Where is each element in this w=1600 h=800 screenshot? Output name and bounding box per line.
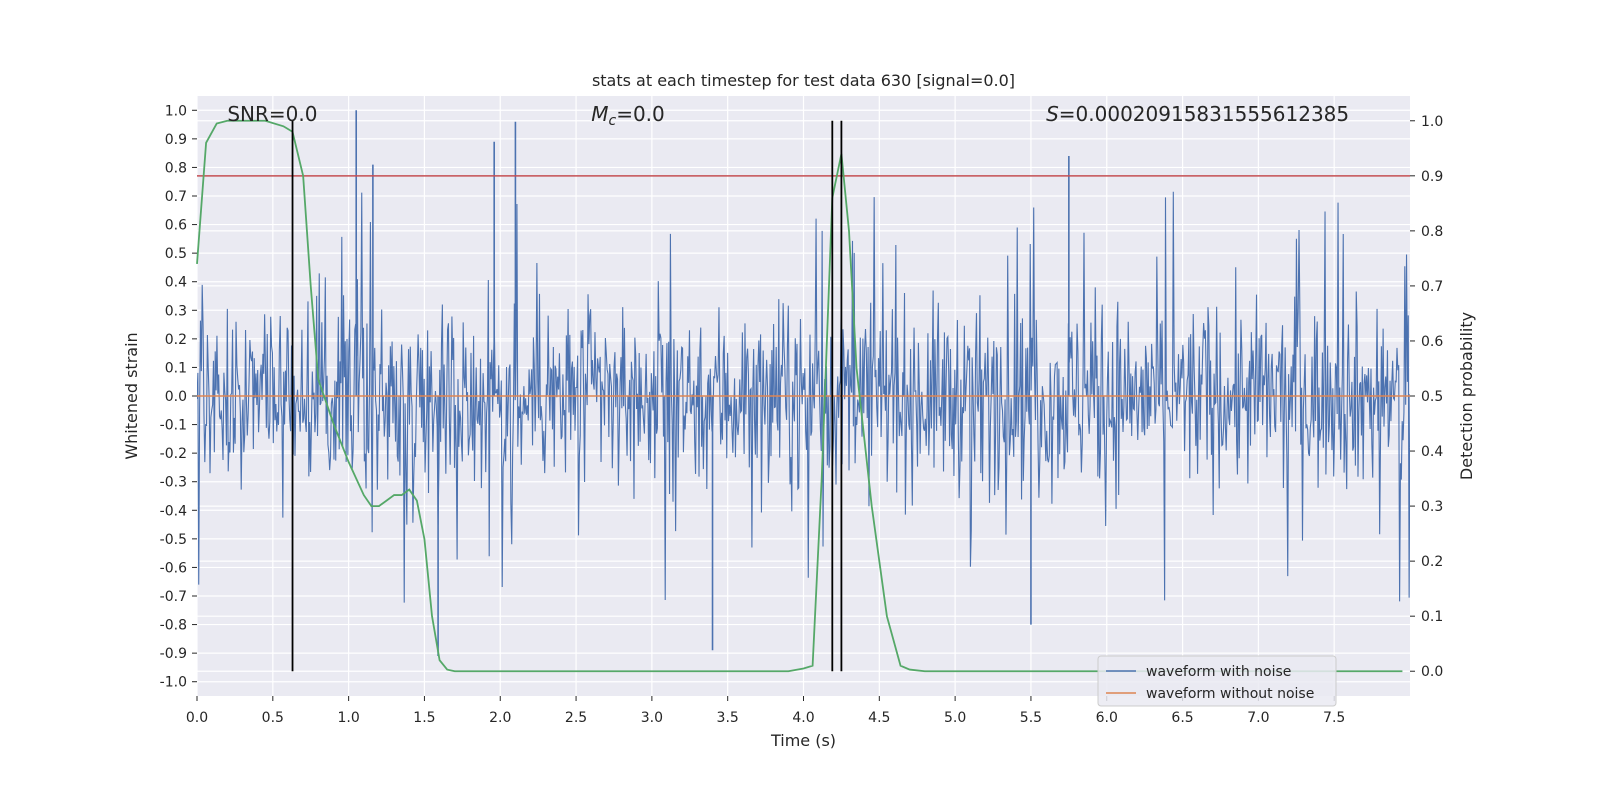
y-tick-label: -0.7 [160, 589, 187, 605]
y-tick-label: -0.2 [160, 446, 187, 462]
y-tick-label: 1.0 [165, 103, 187, 119]
y-tick-label: 0.4 [165, 275, 187, 291]
y-tick-label: 0.2 [165, 332, 187, 348]
y-axis-title: Whitened strain [122, 332, 141, 459]
y-tick-label: -0.8 [160, 618, 187, 634]
snr-annotation: SNR=0.0 [227, 102, 317, 126]
x-tick-label: 2.5 [565, 710, 587, 726]
chirp-mass-symbol: M [591, 102, 608, 126]
x-axis-title: Time (s) [770, 731, 836, 750]
y-tick-label: 0.9 [165, 132, 187, 148]
chirp-mass-subscript: c [608, 113, 616, 129]
y-tick-label: 0.1 [165, 360, 187, 376]
score-value: =0.00020915831555612385 [1059, 102, 1349, 126]
y-tick-label: -1.0 [160, 675, 187, 691]
y-tick-label: 0.6 [165, 218, 187, 234]
y2-tick-label: 0.6 [1421, 334, 1443, 350]
series-lines [196, 119, 1410, 673]
y-tick-label: 0.7 [165, 189, 187, 205]
x-tick-label: 7.5 [1323, 710, 1345, 726]
score-symbol: S [1046, 102, 1059, 126]
y2-tick-label: 0.5 [1421, 389, 1443, 405]
chirp-mass-annotation: Mc=0.0 [591, 102, 665, 129]
y-tick-label: 0.3 [165, 303, 187, 319]
y-tick-label: -0.5 [160, 532, 187, 548]
y2-tick-label: 0.1 [1421, 609, 1443, 625]
x-tick-label: 6.0 [1096, 710, 1118, 726]
x-tick-label: 2.0 [489, 710, 511, 726]
y-tick-label: -0.1 [160, 418, 187, 434]
x-tick-label: 5.0 [944, 710, 966, 726]
y2-tick-label: 0.3 [1421, 499, 1443, 515]
series-waveform-with-noise [197, 110, 1410, 656]
y2-tick-label: 0.2 [1421, 554, 1443, 570]
y2-tick-label: 0.4 [1421, 444, 1443, 460]
x-tick-label: 3.0 [641, 710, 663, 726]
x-tick-label: 3.5 [717, 710, 739, 726]
legend-label-noise: waveform with noise [1146, 664, 1291, 680]
x-tick-label: 0.5 [262, 710, 284, 726]
y2-tick-label: 0.8 [1421, 224, 1443, 240]
x-tick-label: 6.5 [1171, 710, 1193, 726]
y-tick-label: -0.9 [160, 646, 187, 662]
y2-tick-label: 0.7 [1421, 279, 1443, 295]
series-detection-probability [196, 119, 1403, 673]
y-tick-label: -0.3 [160, 475, 187, 491]
score-annotation: S=0.00020915831555612385 [1046, 102, 1349, 126]
x-tick-label: 5.5 [1020, 710, 1042, 726]
y2-tick-label: 0.0 [1421, 664, 1443, 680]
detection-markers [291, 120, 843, 672]
x-tick-label: 1.0 [337, 710, 359, 726]
y-tick-label: 0.8 [165, 160, 187, 176]
x-tick-label: 0.0 [186, 710, 208, 726]
y-tick-label: 0.5 [165, 246, 187, 262]
y-tick-label: -0.4 [160, 503, 187, 519]
x-tick-label: 7.0 [1247, 710, 1269, 726]
y-tick-label: 0.0 [165, 389, 187, 405]
y2-axis-title: Detection probability [1457, 312, 1476, 480]
y2-tick-label: 1.0 [1421, 114, 1443, 130]
chart-title: stats at each timestep for test data 630… [592, 71, 1015, 90]
legend: waveform with noise waveform without noi… [1097, 655, 1337, 707]
legend-box [1097, 655, 1337, 707]
axes: 0.0 0.5 1.0 1.5 2.0 2.5 3.0 3.5 4.0 4.5 5.0 5.5 6.0 6… [160, 103, 1444, 726]
noise-trace [197, 191, 1410, 603]
x-tick-label: 1.5 [413, 710, 435, 726]
x-tick-label: 4.0 [792, 710, 814, 726]
legend-label-clean: waveform without noise [1146, 686, 1314, 702]
y2-tick-label: 0.9 [1421, 169, 1443, 185]
y-tick-label: -0.6 [160, 560, 187, 576]
chirp-mass-value: =0.0 [616, 102, 665, 126]
x-tick-label: 4.5 [868, 710, 890, 726]
